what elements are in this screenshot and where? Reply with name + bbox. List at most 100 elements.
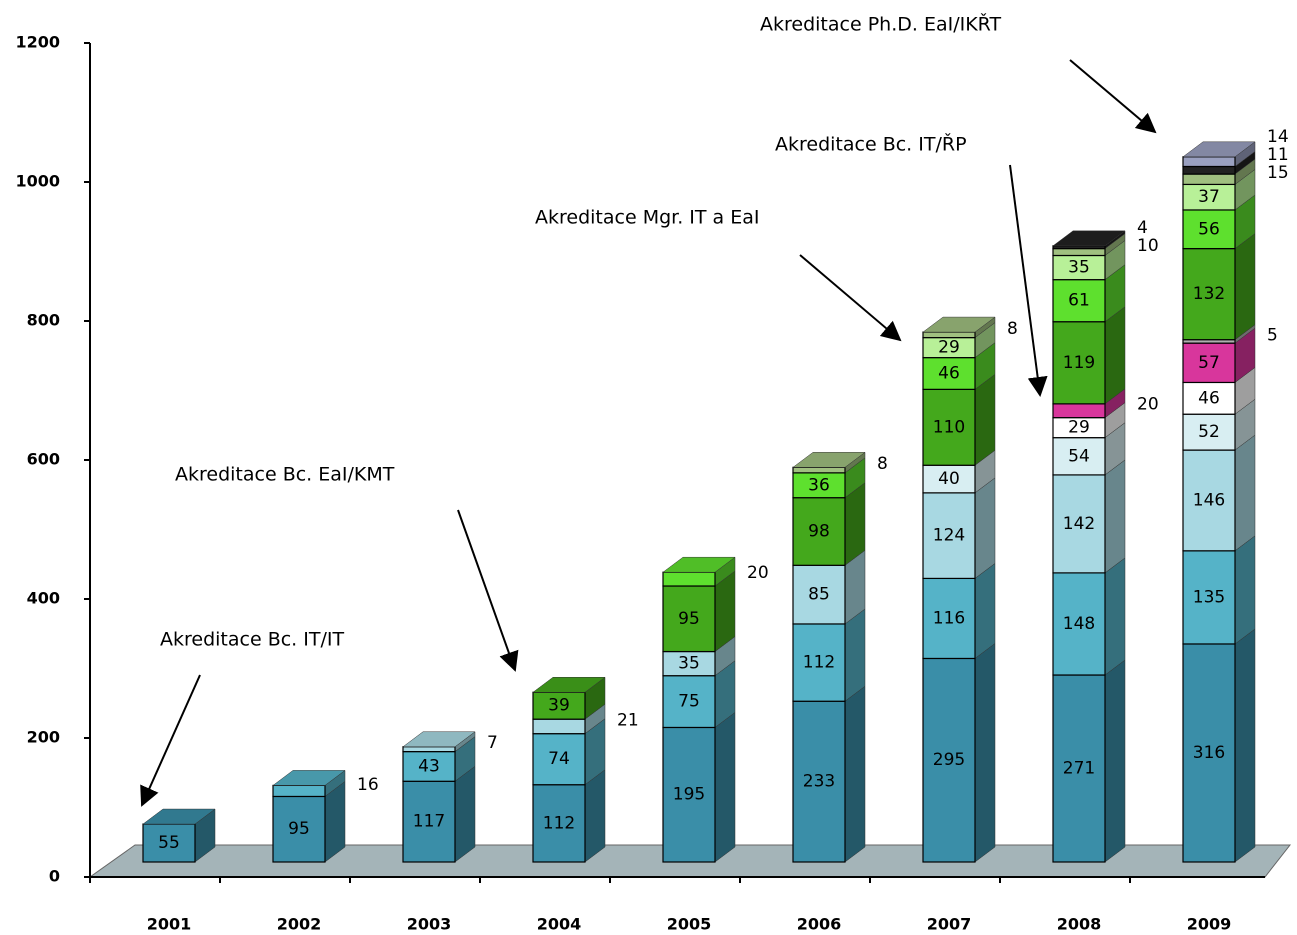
value-label: 37 <box>1198 187 1220 207</box>
bar-segment <box>532 691 586 720</box>
bar-top <box>1182 141 1256 158</box>
value-label: 10 <box>1137 236 1159 256</box>
arrow <box>1009 164 1048 397</box>
bar-segment <box>1182 209 1236 250</box>
value-label: 142 <box>1063 514 1095 534</box>
bar-side <box>1234 628 1256 863</box>
value-label: 146 <box>1193 490 1225 510</box>
bar-top <box>402 731 476 748</box>
value-label: 21 <box>617 710 639 730</box>
bar-segment <box>1052 321 1106 405</box>
bar-segment <box>662 571 716 587</box>
bar-side <box>974 642 996 863</box>
x-tick-label: 2002 <box>277 915 322 934</box>
bar-top <box>272 770 346 786</box>
bar-side <box>584 769 606 863</box>
value-label: 46 <box>938 363 960 383</box>
bar-segment <box>922 492 976 580</box>
bar-segment <box>1182 183 1236 211</box>
value-label: 95 <box>678 609 700 629</box>
value-label: 11 <box>1267 145 1289 165</box>
bar-segment <box>922 388 976 466</box>
value-label: 135 <box>1193 587 1225 607</box>
value-label: 112 <box>803 653 835 673</box>
value-label: 98 <box>808 521 830 541</box>
bar-top <box>662 556 736 573</box>
bar-segment <box>922 657 976 863</box>
annotation: Akreditace Bc. EaI/KMT <box>175 464 395 486</box>
bar-segment <box>662 675 716 729</box>
value-label: 195 <box>673 785 705 805</box>
bar-side <box>974 477 996 579</box>
bar-segment <box>922 464 976 494</box>
bar-segment <box>142 823 196 863</box>
bar-segment <box>402 746 456 753</box>
value-label: 43 <box>418 756 440 776</box>
value-label: 132 <box>1193 284 1225 304</box>
value-label: 295 <box>933 750 965 770</box>
value-label: 16 <box>357 775 379 795</box>
bar-top <box>922 316 996 333</box>
bar-side <box>714 711 736 863</box>
bar-segment <box>1182 156 1236 168</box>
value-label: 5 <box>1267 325 1278 345</box>
y-tick-label: 600 <box>27 450 60 469</box>
value-label: 85 <box>808 585 830 605</box>
value-label: 54 <box>1068 446 1090 466</box>
bar-segment <box>792 564 846 625</box>
bar-segment <box>792 497 846 566</box>
bar-segment <box>792 623 846 702</box>
bar-side <box>844 608 866 702</box>
value-label: 35 <box>1068 258 1090 278</box>
bar-segment <box>1052 437 1106 476</box>
annotation: Akreditace Ph.D. EaI/IKŘT <box>760 13 1001 36</box>
bar-segment <box>402 780 456 863</box>
bar-side <box>844 685 866 863</box>
value-label: 29 <box>1068 418 1090 438</box>
value-label: 271 <box>1063 759 1095 779</box>
annotation: Akreditace Bc. IT/ŘP <box>775 133 967 156</box>
bar-segment <box>402 750 456 782</box>
bar-side <box>1234 434 1256 552</box>
bar-segment <box>272 784 326 798</box>
y-tick-label: 1200 <box>15 33 60 52</box>
bar-side <box>1234 233 1256 341</box>
x-tick-label: 2004 <box>537 915 582 934</box>
value-label: 7 <box>487 733 498 753</box>
x-tick-label: 2007 <box>927 915 972 934</box>
value-label: 8 <box>877 454 888 474</box>
bar-side <box>1104 306 1126 405</box>
y-tick-label: 200 <box>27 728 60 747</box>
value-label: 55 <box>158 833 180 853</box>
bar-segment <box>1052 474 1106 574</box>
bar-side <box>454 765 476 863</box>
bar-segment <box>272 795 326 863</box>
bar-side <box>974 373 996 466</box>
bar-top <box>532 677 606 693</box>
value-label: 124 <box>933 526 965 546</box>
bar-top <box>142 808 216 825</box>
value-label: 316 <box>1193 743 1225 763</box>
bar-side <box>1104 459 1126 574</box>
x-tick-label: 2003 <box>407 915 452 934</box>
value-label: 40 <box>938 469 960 489</box>
value-label: 35 <box>678 654 700 674</box>
bar-side <box>1104 659 1126 863</box>
x-tick-label: 2009 <box>1187 915 1232 934</box>
bar-top <box>1052 230 1126 247</box>
bar-segment <box>662 726 716 863</box>
bar-segment <box>792 472 846 499</box>
bar-segment <box>1182 247 1236 341</box>
value-label: 8 <box>1007 319 1018 339</box>
bar-side <box>1104 557 1126 676</box>
arrow <box>140 674 201 807</box>
y-tick-label: 1000 <box>15 172 60 191</box>
value-label: 20 <box>1137 395 1159 415</box>
bar-side <box>1234 535 1256 645</box>
bar-segment <box>1052 254 1106 281</box>
annotation: Akreditace Bc. IT/IT <box>160 629 344 651</box>
bar-segment <box>1052 247 1106 257</box>
bar-side <box>974 562 996 659</box>
bar-segment <box>922 331 976 339</box>
